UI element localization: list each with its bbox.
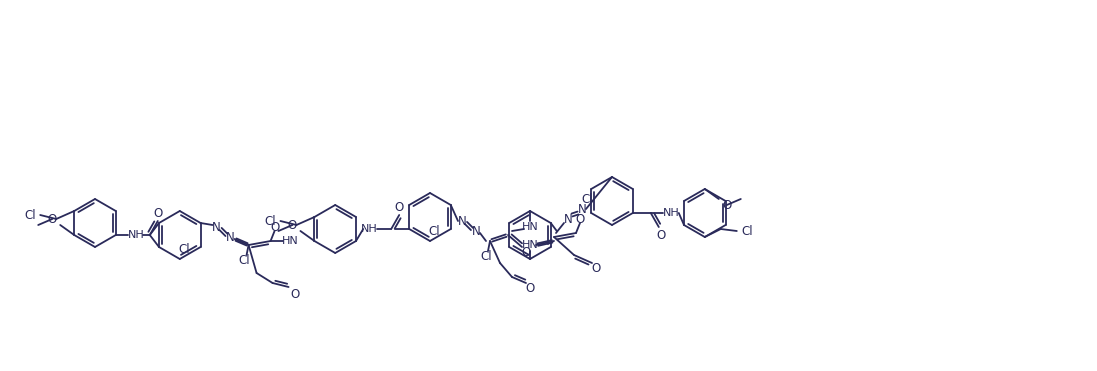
Text: O: O [154,207,162,220]
Text: O: O [722,198,732,211]
Text: NH: NH [663,208,679,218]
Text: O: O [525,282,534,295]
Text: Cl: Cl [239,255,250,267]
Text: Cl: Cl [428,224,440,237]
Text: NH: NH [361,224,377,234]
Text: N: N [457,214,466,227]
Text: Cl: Cl [264,214,276,227]
Text: O: O [47,213,57,226]
Text: Cl: Cl [740,224,753,237]
Text: O: O [656,229,666,242]
Text: N: N [564,213,573,226]
Text: HN: HN [282,236,299,246]
Text: O: O [591,263,601,276]
Text: N: N [212,220,220,233]
Text: O: O [521,246,531,259]
Text: HN: HN [522,222,539,232]
Text: O: O [575,213,585,226]
Text: N: N [578,203,587,216]
Text: NH: NH [127,230,144,240]
Text: Cl: Cl [480,250,491,263]
Text: N: N [472,224,480,237]
Text: HN: HN [522,240,539,250]
Text: N: N [226,230,235,243]
Text: Cl: Cl [178,243,190,256]
Text: O: O [287,219,297,232]
Text: Cl: Cl [581,193,593,206]
Text: O: O [290,289,299,302]
Text: O: O [270,220,280,233]
Text: O: O [395,200,404,213]
Text: Cl: Cl [24,209,36,221]
